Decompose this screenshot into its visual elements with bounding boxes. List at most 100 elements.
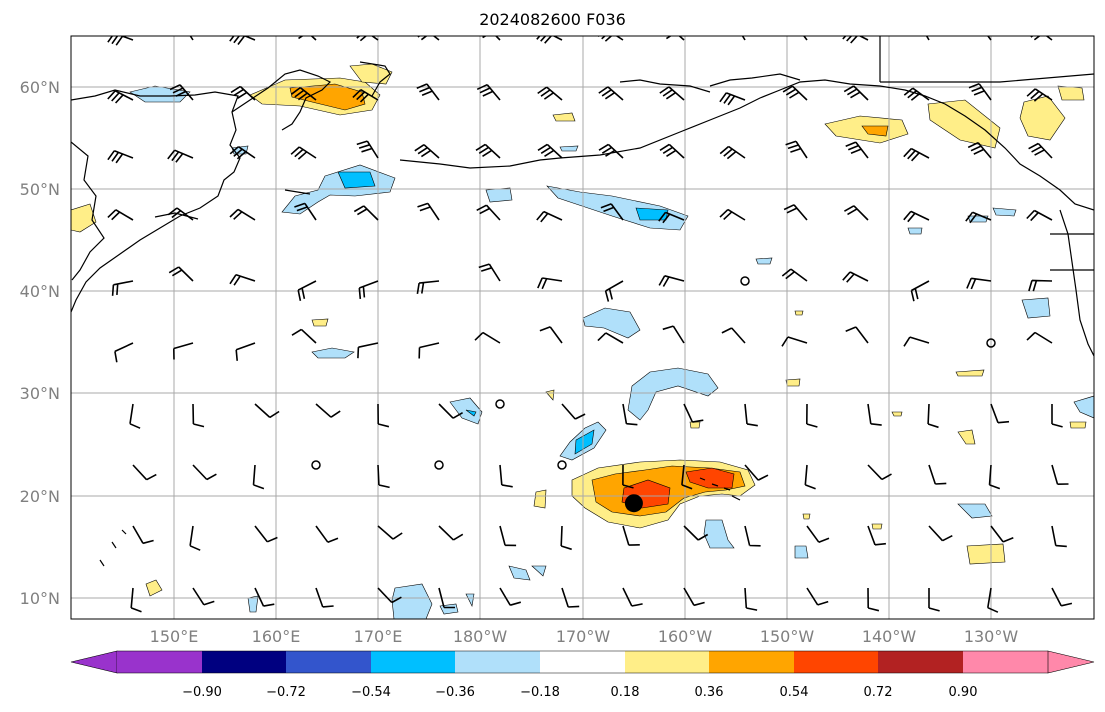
wind-barb bbox=[499, 525, 517, 547]
wind-barb bbox=[806, 403, 818, 428]
colorbar-segment bbox=[540, 651, 625, 673]
wind-barb bbox=[192, 587, 215, 606]
wind-barb bbox=[438, 587, 456, 609]
wind-barb bbox=[254, 403, 280, 419]
lon-label: 130°W bbox=[964, 627, 1019, 646]
wind-barb bbox=[1051, 525, 1067, 548]
wind-barb bbox=[377, 403, 390, 428]
wind-barbs bbox=[107, 36, 1073, 613]
wind-barb bbox=[168, 266, 194, 282]
colorbar-tick-label: 0.90 bbox=[949, 685, 978, 700]
positive-core-bering bbox=[289, 83, 366, 111]
colorbar-tick-label: 0.54 bbox=[780, 685, 809, 700]
wind-barb bbox=[744, 525, 761, 547]
wind-barb bbox=[844, 205, 869, 221]
wind-barb bbox=[1051, 587, 1073, 607]
wind-barb bbox=[1051, 464, 1069, 485]
wind-barb bbox=[1026, 331, 1053, 344]
wind-barb bbox=[192, 464, 217, 481]
wind-barb bbox=[842, 271, 869, 283]
positive-region-coast bbox=[927, 99, 1001, 149]
wind-barb bbox=[315, 403, 341, 418]
colorbar-extend-max bbox=[1047, 650, 1095, 674]
wind-barb bbox=[990, 525, 1014, 543]
longitude-labels: 150°E 160°E 170°E 180°W 170°W 160°W 150°… bbox=[150, 627, 1019, 646]
wind-barb bbox=[965, 211, 992, 224]
wind-barb bbox=[910, 280, 930, 302]
wind-barb bbox=[416, 83, 440, 101]
calm-circles bbox=[311, 276, 996, 470]
wind-barb bbox=[719, 145, 746, 160]
wind-barb bbox=[290, 146, 317, 160]
wind-barb bbox=[129, 403, 141, 429]
latitude-labels: 60°N 50°N 40°N 30°N 20°N 10°N bbox=[20, 78, 60, 608]
lon-label: 160°W bbox=[658, 627, 713, 646]
wind-barb bbox=[785, 140, 808, 159]
wind-barb bbox=[291, 328, 317, 344]
wind-barb bbox=[169, 84, 194, 101]
wind-barb bbox=[192, 403, 205, 428]
wind-barb bbox=[966, 277, 992, 290]
wind-barb bbox=[132, 464, 157, 481]
colorbar-tick-label: −0.72 bbox=[266, 685, 306, 700]
wind-barb bbox=[539, 326, 563, 344]
colorbar-segment bbox=[794, 651, 878, 673]
colorbar-tick-labels: −0.90 −0.72 −0.54 −0.36 −0.18 0.18 0.36 … bbox=[182, 685, 977, 700]
wind-barb bbox=[114, 342, 134, 363]
asia-coastline bbox=[71, 89, 241, 313]
wind-barb bbox=[358, 280, 379, 299]
wind-barb bbox=[719, 208, 746, 221]
colorbar-segment bbox=[286, 651, 371, 673]
colorbar-segment bbox=[455, 651, 540, 673]
wind-barb bbox=[967, 141, 992, 159]
lon-label: 180°W bbox=[453, 627, 508, 646]
wind-barb bbox=[254, 587, 275, 607]
wind-barb bbox=[377, 587, 402, 604]
wind-barb bbox=[1026, 88, 1053, 102]
wind-barb bbox=[683, 403, 704, 423]
wind-barb bbox=[476, 204, 501, 221]
wind-barb bbox=[254, 525, 278, 543]
wind-barb bbox=[377, 525, 403, 540]
wind-barb bbox=[867, 587, 880, 612]
wind-barb bbox=[561, 587, 580, 608]
colorbar: −0.90 −0.72 −0.54 −0.36 −0.18 0.18 0.36 … bbox=[70, 650, 1095, 700]
wind-barb bbox=[478, 263, 501, 282]
colorbar-tick-label: 0.72 bbox=[864, 685, 893, 700]
wind-barb bbox=[414, 144, 440, 159]
wind-barb bbox=[474, 331, 501, 344]
wind-barb bbox=[659, 143, 685, 159]
wind-barb bbox=[903, 336, 930, 347]
colorbar-segment bbox=[963, 651, 1048, 673]
wind-barb bbox=[167, 207, 194, 221]
wind-barb bbox=[352, 89, 379, 103]
alaska-coastline bbox=[359, 61, 391, 97]
colorbar-tick-label: −0.18 bbox=[520, 685, 560, 700]
wind-barb bbox=[189, 525, 201, 551]
wind-barb bbox=[252, 464, 265, 490]
wind-barb bbox=[167, 149, 194, 163]
wind-barb bbox=[537, 277, 563, 290]
lat-label: 60°N bbox=[20, 78, 60, 97]
lon-label: 160°E bbox=[252, 627, 301, 646]
aleutians bbox=[399, 79, 1094, 211]
wind-barb bbox=[560, 525, 572, 551]
wind-barb bbox=[476, 83, 501, 101]
plot-frame bbox=[70, 35, 1095, 620]
wind-barb bbox=[781, 268, 808, 282]
colorbar-segment bbox=[709, 651, 794, 673]
colorbar-segment bbox=[202, 651, 286, 673]
wind-barb bbox=[988, 464, 1001, 490]
storm-center-marker bbox=[624, 494, 643, 513]
wind-barb bbox=[806, 525, 830, 543]
lat-label: 20°N bbox=[20, 487, 60, 506]
wind-barb bbox=[537, 86, 563, 101]
wind-barb bbox=[107, 36, 134, 46]
lon-label: 140°W bbox=[862, 627, 917, 646]
wind-barb bbox=[681, 464, 693, 490]
wind-barb bbox=[598, 86, 624, 101]
hawaii-islands bbox=[699, 477, 741, 501]
wind-barb bbox=[418, 342, 440, 359]
wind-barb bbox=[132, 525, 154, 545]
wind-barb bbox=[1028, 142, 1053, 159]
